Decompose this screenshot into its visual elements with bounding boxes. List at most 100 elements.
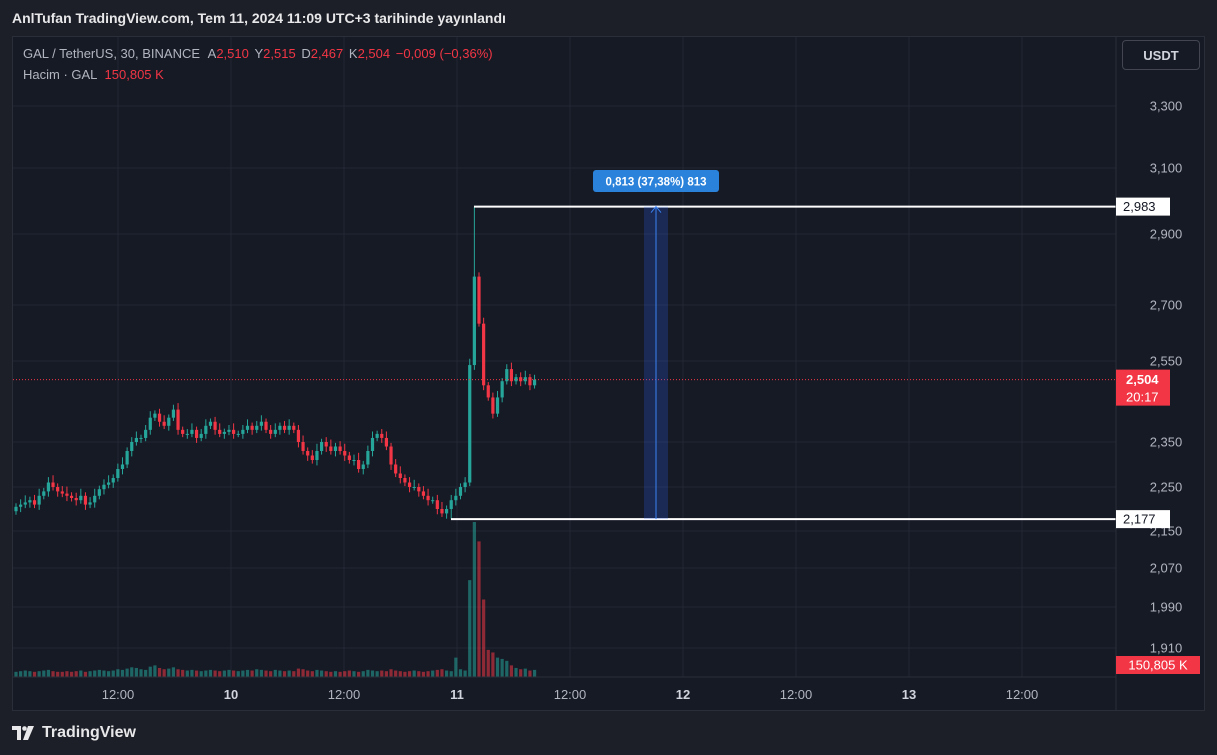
candle-body[interactable]	[477, 276, 481, 324]
candle-body[interactable]	[153, 413, 157, 418]
candle-body[interactable]	[495, 397, 500, 414]
candle-body[interactable]	[301, 442, 305, 451]
candle-body[interactable]	[19, 504, 23, 507]
candle-body[interactable]	[468, 365, 472, 483]
candle-body[interactable]	[352, 460, 356, 461]
candle-body[interactable]	[282, 425, 287, 430]
chart-panel[interactable]: 0,813 (37,38%) 813 1,910 1,990 2,070 2,150 2…	[12, 36, 1205, 711]
candle-body[interactable]	[486, 385, 490, 398]
candle-body[interactable]	[102, 484, 106, 490]
candle-body[interactable]	[417, 487, 421, 492]
candle-body[interactable]	[444, 509, 449, 514]
candle-body[interactable]	[338, 446, 342, 452]
candle-body[interactable]	[88, 502, 92, 505]
candle-body[interactable]	[23, 502, 27, 505]
candle-body[interactable]	[259, 421, 263, 426]
candle-body[interactable]	[148, 417, 152, 430]
candle-body[interactable]	[79, 495, 83, 501]
candle-body[interactable]	[65, 493, 69, 496]
candle-body[interactable]	[324, 442, 328, 447]
candle-body[interactable]	[449, 500, 453, 509]
candle-body[interactable]	[421, 491, 426, 496]
candle-body[interactable]	[329, 446, 333, 452]
candle-body[interactable]	[426, 495, 430, 501]
candle-body[interactable]	[56, 487, 60, 492]
candle-body[interactable]	[171, 409, 176, 418]
candle-body[interactable]	[120, 464, 125, 470]
candle-body[interactable]	[264, 421, 268, 430]
candle-body[interactable]	[130, 442, 134, 451]
candle-body[interactable]	[176, 409, 180, 430]
candle-body[interactable]	[505, 369, 509, 382]
candle-body[interactable]	[380, 433, 384, 438]
candle-body[interactable]	[74, 498, 78, 501]
candle-body[interactable]	[273, 429, 277, 434]
candle-body[interactable]	[403, 478, 407, 483]
candle-body[interactable]	[435, 500, 439, 509]
candle-body[interactable]	[28, 500, 32, 503]
candle-body[interactable]	[509, 369, 514, 382]
candle-body[interactable]	[236, 433, 240, 435]
drawing-overlay[interactable]: 0,813 (37,38%) 813	[13, 170, 1116, 521]
candle-body[interactable]	[287, 425, 291, 430]
candle-body[interactable]	[398, 473, 402, 479]
candle-body[interactable]	[116, 469, 120, 478]
candle-body[interactable]	[458, 487, 463, 496]
candle-body[interactable]	[46, 482, 51, 492]
price-chart[interactable]: 0,813 (37,38%) 813 1,9101,9902,0702,1502…	[13, 37, 1205, 711]
candle-body[interactable]	[199, 433, 203, 438]
tradingview-brand[interactable]: TradingView	[42, 724, 136, 741]
candle-body[interactable]	[181, 429, 185, 434]
candle-body[interactable]	[269, 429, 273, 434]
candle-body[interactable]	[347, 455, 351, 461]
candlestick-series[interactable]	[14, 206, 537, 520]
candle-body[interactable]	[185, 433, 189, 435]
candle-body[interactable]	[232, 429, 236, 434]
candle-body[interactable]	[97, 489, 101, 496]
candle-body[interactable]	[167, 417, 171, 426]
candle-body[interactable]	[454, 495, 458, 501]
candle-body[interactable]	[319, 442, 324, 451]
candle-body[interactable]	[245, 425, 250, 430]
candle-body[interactable]	[463, 482, 467, 488]
candle-body[interactable]	[162, 421, 166, 426]
candle-body[interactable]	[111, 478, 115, 483]
candle-body[interactable]	[500, 381, 504, 398]
candle-body[interactable]	[37, 495, 41, 505]
candle-body[interactable]	[333, 446, 338, 452]
candle-body[interactable]	[292, 425, 296, 430]
candle-body[interactable]	[523, 377, 527, 382]
candle-body[interactable]	[194, 429, 199, 438]
candle-body[interactable]	[472, 276, 476, 366]
candle-body[interactable]	[107, 482, 111, 485]
candle-body[interactable]	[213, 421, 217, 430]
currency-button[interactable]: USDT	[1122, 40, 1200, 70]
candle-body[interactable]	[241, 429, 245, 434]
candle-body[interactable]	[255, 425, 259, 430]
candle-body[interactable]	[83, 495, 88, 505]
candle-body[interactable]	[394, 464, 398, 474]
candle-body[interactable]	[190, 429, 194, 434]
candle-body[interactable]	[296, 429, 301, 442]
candle-body[interactable]	[431, 500, 435, 502]
candle-body[interactable]	[361, 464, 365, 470]
candle-body[interactable]	[250, 425, 254, 430]
candle-body[interactable]	[60, 491, 64, 494]
volume-label[interactable]: Hacim · GAL	[23, 67, 97, 82]
candle-body[interactable]	[514, 377, 518, 382]
candle-body[interactable]	[218, 429, 222, 434]
candle-body[interactable]	[93, 495, 97, 503]
measure-label-bg[interactable]	[593, 170, 719, 192]
candle-body[interactable]	[32, 500, 37, 505]
candle-body[interactable]	[440, 509, 444, 514]
tradingview-logo-icon[interactable]	[12, 726, 36, 740]
symbol-label[interactable]: GAL / TetherUS, 30, BINANCE	[23, 46, 201, 61]
candle-body[interactable]	[157, 413, 162, 422]
candle-body[interactable]	[278, 425, 282, 430]
candle-body[interactable]	[69, 495, 74, 498]
candle-body[interactable]	[42, 491, 46, 496]
candle-body[interactable]	[412, 487, 416, 488]
candle-body[interactable]	[14, 506, 18, 512]
candle-body[interactable]	[51, 482, 55, 488]
candle-body[interactable]	[222, 431, 226, 434]
